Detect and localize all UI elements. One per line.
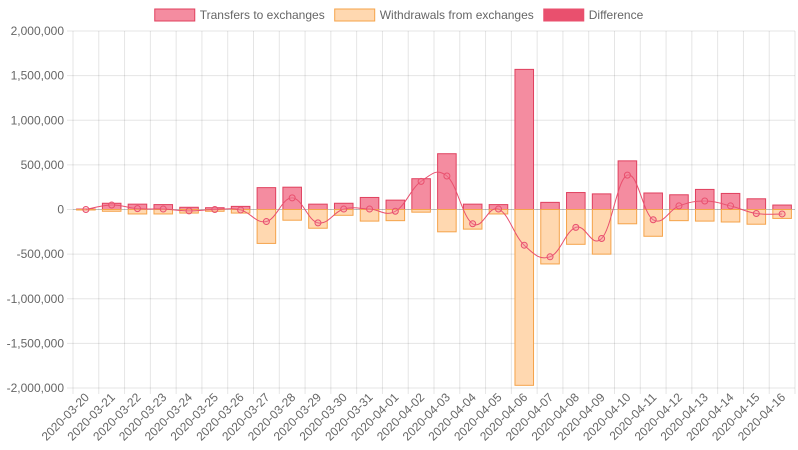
y-tick-label: -500,000 — [17, 247, 65, 261]
difference-point[interactable] — [778, 210, 786, 218]
difference-point[interactable] — [108, 201, 116, 209]
y-axis: 2,000,000 1,500,000 1,000,000 500,000 0 -500,… — [7, 24, 73, 395]
withdrawals-bar[interactable] — [256, 209, 277, 244]
transfers-bar[interactable] — [643, 192, 663, 211]
withdrawals-bar[interactable] — [514, 209, 535, 386]
difference-point[interactable] — [469, 220, 477, 228]
y-tick-label: -1,500,000 — [7, 336, 65, 350]
transfers-bar[interactable] — [772, 204, 792, 211]
difference-point[interactable] — [572, 223, 580, 231]
transfers-bar[interactable] — [746, 198, 767, 210]
transfers-bar[interactable] — [462, 203, 483, 211]
difference-point[interactable] — [262, 218, 270, 226]
y-tick-label: -1,000,000 — [7, 292, 65, 306]
legend-label-withdrawals[interactable]: Withdrawals from exchanges — [380, 8, 534, 22]
difference-point[interactable] — [598, 235, 606, 243]
difference-point[interactable] — [649, 216, 657, 224]
withdrawals-bar[interactable] — [540, 209, 560, 265]
difference-series-line — [85, 171, 783, 259]
difference-point[interactable] — [185, 207, 193, 215]
withdrawals-bar[interactable] — [694, 209, 715, 222]
withdrawals-bar[interactable] — [282, 209, 302, 221]
difference-point[interactable] — [391, 207, 399, 215]
difference-point[interactable] — [727, 202, 735, 210]
legend[interactable]: Transfers to exchanges Withdrawals from e… — [154, 8, 644, 22]
transfers-bar[interactable] — [540, 201, 560, 211]
y-tick-label: 500,000 — [21, 158, 65, 172]
legend-swatch-difference[interactable] — [543, 8, 585, 22]
difference-point[interactable] — [237, 206, 245, 214]
y-tick-label: 0 — [57, 203, 64, 217]
y-tick-label: 2,000,000 — [11, 24, 65, 38]
y-tick-label: 1,500,000 — [11, 69, 65, 83]
withdrawals-bar[interactable] — [669, 209, 689, 222]
difference-point[interactable] — [314, 219, 322, 227]
difference-point[interactable] — [701, 197, 709, 205]
withdrawals-bar[interactable] — [308, 209, 328, 229]
difference-point[interactable] — [623, 171, 631, 179]
transfers-bar[interactable] — [566, 192, 586, 210]
x-axis: 2020-03-202020-03-212020-03-222020-03-23… — [39, 388, 796, 444]
transfers-bar[interactable] — [437, 153, 457, 210]
transfers-bar[interactable] — [591, 193, 612, 211]
transfers-bar[interactable] — [256, 187, 277, 210]
withdrawals-bar[interactable] — [617, 209, 638, 225]
difference-point[interactable] — [546, 253, 554, 261]
withdrawals-bar[interactable] — [101, 209, 122, 212]
difference-point[interactable] — [675, 202, 683, 210]
difference-line — [82, 171, 786, 261]
withdrawals-bar[interactable] — [437, 209, 457, 233]
difference-point[interactable] — [159, 205, 167, 213]
difference-point[interactable] — [211, 206, 219, 213]
legend-label-transfers[interactable]: Transfers to exchanges — [200, 8, 325, 22]
withdrawals-bar[interactable] — [591, 209, 612, 255]
difference-point[interactable] — [133, 205, 141, 213]
difference-point[interactable] — [417, 177, 425, 185]
difference-point[interactable] — [288, 194, 296, 202]
withdrawals-bar[interactable] — [720, 209, 741, 223]
transfers-bar[interactable] — [308, 203, 328, 211]
difference-point[interactable] — [443, 172, 451, 180]
legend-swatch-transfers[interactable] — [154, 8, 196, 22]
transfers-bar[interactable] — [514, 68, 535, 210]
difference-point[interactable] — [752, 210, 760, 218]
difference-point[interactable] — [82, 206, 90, 213]
withdrawals-bar[interactable] — [411, 209, 431, 213]
withdrawals-bar[interactable] — [385, 209, 406, 222]
difference-point[interactable] — [494, 205, 502, 213]
y-tick-label: 1,000,000 — [11, 113, 65, 127]
y-tick-label: -2,000,000 — [7, 381, 65, 395]
legend-label-difference[interactable]: Difference — [589, 8, 644, 22]
difference-point[interactable] — [366, 205, 374, 213]
difference-point[interactable] — [520, 241, 528, 249]
legend-swatch-withdrawals[interactable] — [334, 8, 376, 22]
difference-point[interactable] — [340, 205, 348, 213]
